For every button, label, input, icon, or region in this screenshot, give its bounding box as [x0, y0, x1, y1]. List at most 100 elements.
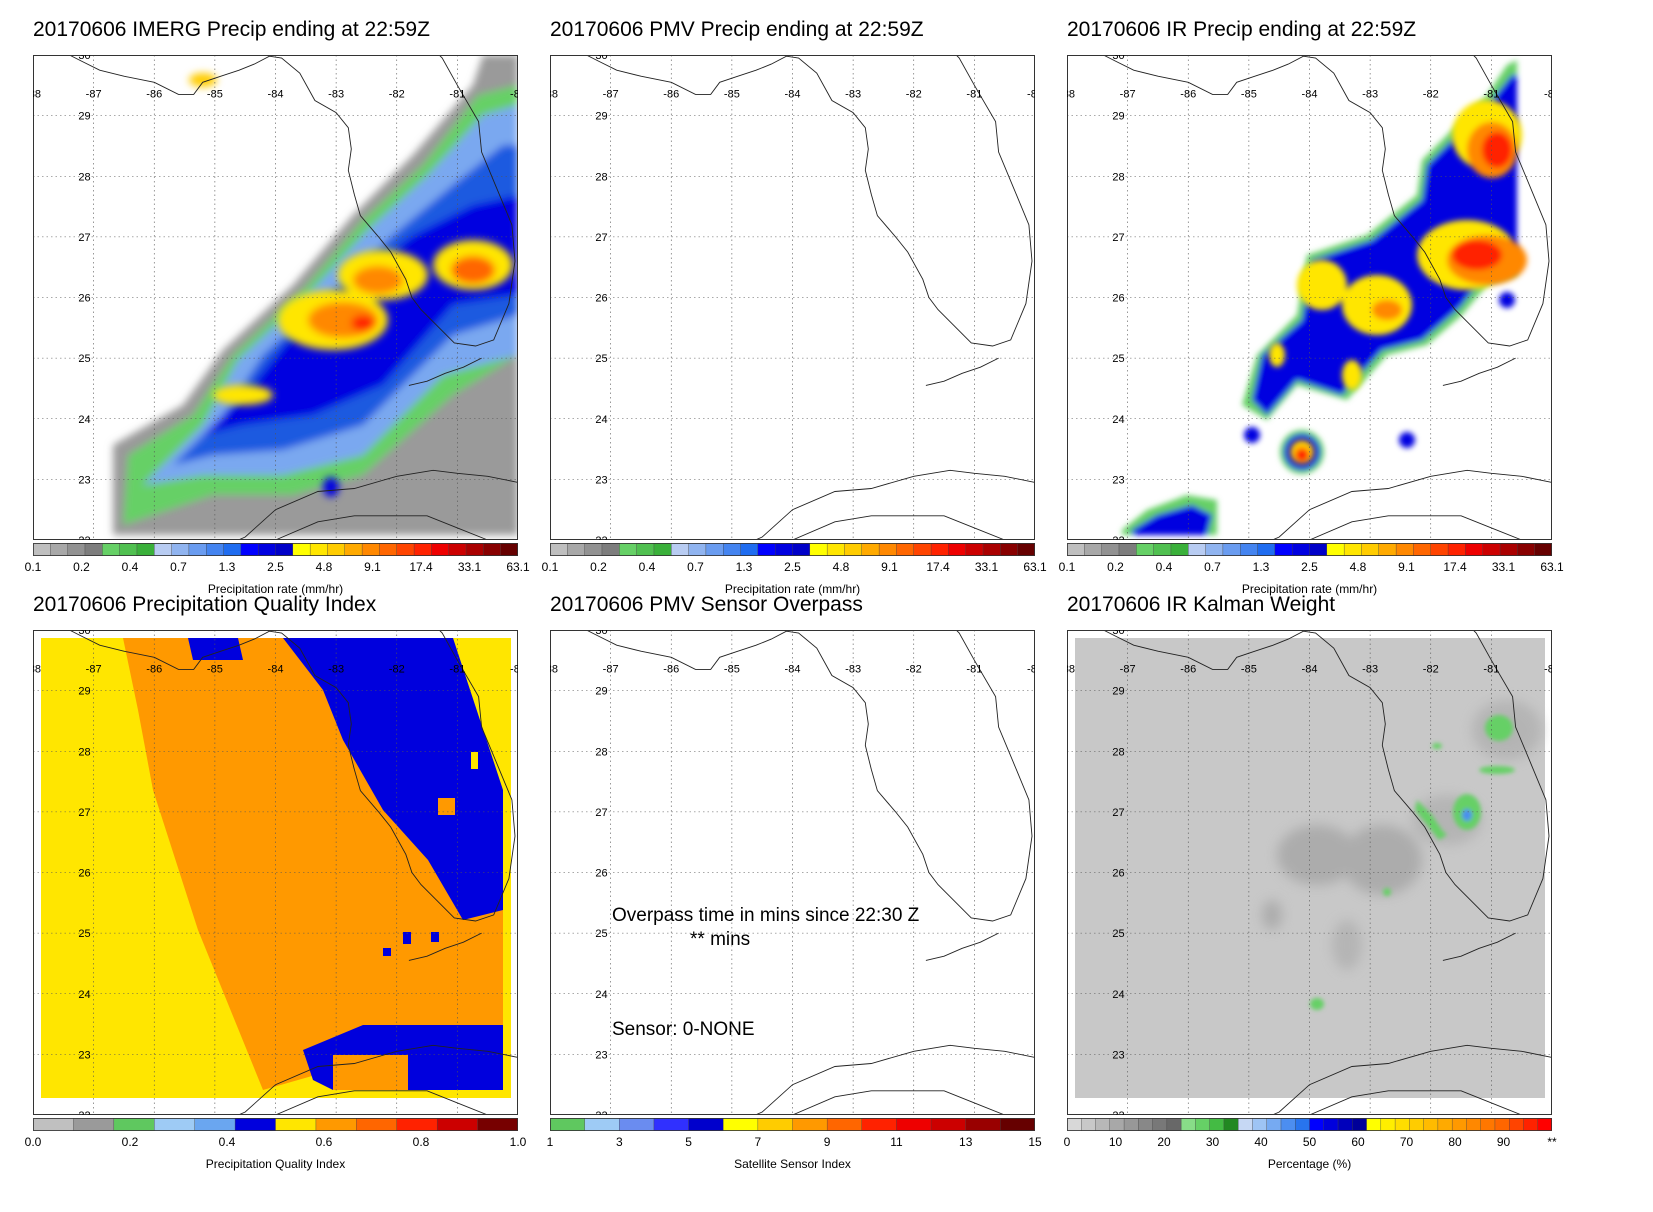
- colorbar-swatch: [1166, 1118, 1182, 1131]
- lat-tick-label: 22: [595, 535, 607, 540]
- colorbar-swatch: [1084, 543, 1103, 556]
- colorbar-tick-label: 60: [1351, 1135, 1365, 1149]
- lon-tick-label: -81: [449, 89, 465, 101]
- map-frame: -88 -87 -86 -85 -84 -83 -82 -81 -80 30 29 28 27 26 25 2…: [550, 630, 1035, 1115]
- lon-tick-label: -83: [845, 664, 861, 676]
- lat-tick-label: 25: [595, 928, 607, 940]
- lat-tick-label: 23: [78, 1049, 90, 1061]
- colorbar-swatch: [826, 1118, 863, 1131]
- colorbar-swatch: [688, 1118, 724, 1131]
- lat-tick-label: 24: [78, 414, 90, 426]
- colorbar-swatch: [1409, 1118, 1425, 1131]
- colorbar-swatch: [792, 1118, 828, 1131]
- sensor-text: Sensor: 0-NONE: [612, 1019, 755, 1040]
- colorbar-swatch: [1517, 543, 1536, 556]
- colorbar-swatch: [1447, 543, 1467, 556]
- colorbar-swatch: [930, 543, 950, 556]
- lon-tick-label: -85: [1241, 89, 1257, 101]
- colorbar-tick-label: 9.1: [364, 560, 381, 574]
- lon-tick-label: -82: [906, 89, 922, 101]
- lat-tick-label: 27: [1112, 232, 1124, 244]
- colorbar-ticks: 0.1 0.2 0.4 0.7 1.3 2.5 4.8 9.1 17.4 33.1 63.1: [25, 560, 530, 576]
- lon-tick-label: -88: [550, 89, 558, 101]
- lon-tick-label: -84: [785, 664, 801, 676]
- colorbar-swatch: [1523, 1118, 1539, 1131]
- colorbar-label: Precipitation rate (mm/hr): [207, 582, 344, 596]
- lat-tick-label: 29: [595, 111, 607, 123]
- lon-tick-label: -80: [1027, 664, 1035, 676]
- lat-tick-label: 22: [78, 1110, 90, 1115]
- colorbar-swatch: [1101, 543, 1120, 556]
- lat-tick-label: 29: [78, 111, 90, 123]
- colorbar-swatch: [1240, 543, 1259, 556]
- precip-field: -88 -87 -86 -85 -84 -83 -82 -81 -80 30 29 28 27 26 25 2…: [550, 55, 1035, 540]
- colorbar-swatch: [1095, 1118, 1111, 1131]
- colorbar-swatch: [1309, 1118, 1325, 1131]
- colorbar-swatch: [234, 1118, 277, 1131]
- colorbar-swatch: [257, 543, 277, 556]
- colorbar-tick-label: 0.7: [1204, 560, 1221, 574]
- map-overlay: -88 -87 -86 -85 -84 -83 -82 -81 -80 30 29 28 27 26 25 2…: [550, 630, 1035, 1115]
- lon-tick-label: -88: [550, 664, 558, 676]
- lon-tick-label: -82: [906, 664, 922, 676]
- colorbar-swatch: [636, 543, 655, 556]
- map-frame: -88 -87 -86 -85 -84 -83 -82 -81 -80 30 29 28 27 26 25 2…: [33, 630, 518, 1115]
- lon-tick-label: -82: [1423, 89, 1439, 101]
- colorbar-swatch: [1257, 543, 1276, 556]
- lat-tick-label: 24: [1112, 414, 1124, 426]
- colorbar-label: Precipitation rate (mm/hr): [1241, 582, 1378, 596]
- colorbar-tick-label: 30: [1205, 1135, 1220, 1149]
- colorbar-swatch: [826, 543, 846, 556]
- colorbar-swatch: [550, 543, 569, 556]
- lat-tick-label: 28: [595, 746, 607, 758]
- colorbar-swatch: [1361, 543, 1380, 556]
- colorbar-swatch: [1437, 1118, 1453, 1131]
- colorbar-tick-label: 1.3: [218, 560, 236, 574]
- colorbar-tick-label: 3: [615, 1135, 623, 1149]
- lon-tick-label: -83: [845, 89, 861, 101]
- colorbar-tick-label: 20: [1157, 1135, 1171, 1149]
- colorbar-tick-label: 63.1: [506, 560, 530, 574]
- lon-tick-label: -87: [1120, 664, 1136, 676]
- map-overlay: -88 -87 -86 -85 -84 -83 -82 -81 -80 30 29 28 27 26 25 2…: [550, 55, 1035, 540]
- colorbar-swatch: [774, 543, 794, 556]
- colorbar-swatch: [1309, 543, 1328, 556]
- map-overlay: -88 -87 -86 -85 -84 -83 -82 -81 -80 30 29 28 27 26 25 2…: [33, 630, 518, 1115]
- lat-tick-label: 22: [78, 535, 90, 540]
- panel-title: 20170606 Precipitation Quality Index: [33, 593, 377, 616]
- lat-tick-label: 30: [1112, 55, 1124, 62]
- colorbar-tick-label: 0.4: [638, 560, 656, 574]
- lat-tick-label: 28: [78, 746, 90, 758]
- colorbar-swatch: [809, 543, 828, 556]
- colorbar-tick-label: 9: [823, 1135, 831, 1149]
- colorbar-ticks: 0.1 0.2 0.4 0.7 1.3 2.5 4.8 9.1 17.4 33.1 63.1: [1059, 560, 1564, 576]
- lat-tick-label: 26: [1112, 868, 1124, 880]
- panel-title: 20170606 PMV Precip ending at 22:59Z: [550, 18, 924, 41]
- colorbar-tick-label: 0.4: [121, 560, 139, 574]
- lon-tick-label: -81: [966, 89, 982, 101]
- colorbar-tick-label: 9.1: [1398, 560, 1415, 574]
- colorbar-tick-label: 4.8: [832, 560, 850, 574]
- lon-tick-label: -80: [510, 664, 518, 676]
- sensor-field: -88 -87 -86 -85 -84 -83 -82 -81 -80 30 29 28 27 26 25 2…: [550, 630, 1035, 1115]
- lat-tick-label: 30: [78, 630, 90, 637]
- lon-tick-label: -83: [1362, 664, 1378, 676]
- colorbar-swatch: [896, 543, 915, 556]
- colorbar-swatch: [982, 543, 1002, 556]
- colorbar-tick-label: 15: [1028, 1135, 1042, 1149]
- colorbar-swatch: [1509, 1118, 1525, 1131]
- lon-tick-label: -87: [86, 89, 102, 101]
- colorbar-tick-label: 2.5: [784, 560, 801, 574]
- colorbar-swatch: [436, 1118, 479, 1131]
- colorbar-swatch: [1136, 543, 1155, 556]
- colorbar-swatch: [671, 543, 690, 556]
- lat-tick-label: 26: [78, 293, 90, 305]
- colorbar-swatch: [448, 543, 467, 556]
- lon-tick-label: -86: [1180, 664, 1196, 676]
- lat-tick-label: 27: [595, 807, 607, 819]
- colorbar-swatch: [878, 543, 898, 556]
- colorbar-swatch: [550, 1118, 586, 1131]
- colorbar-tick-label: 0.4: [218, 1135, 236, 1149]
- colorbar-swatch: [653, 543, 672, 556]
- lat-tick-label: 28: [1112, 171, 1124, 183]
